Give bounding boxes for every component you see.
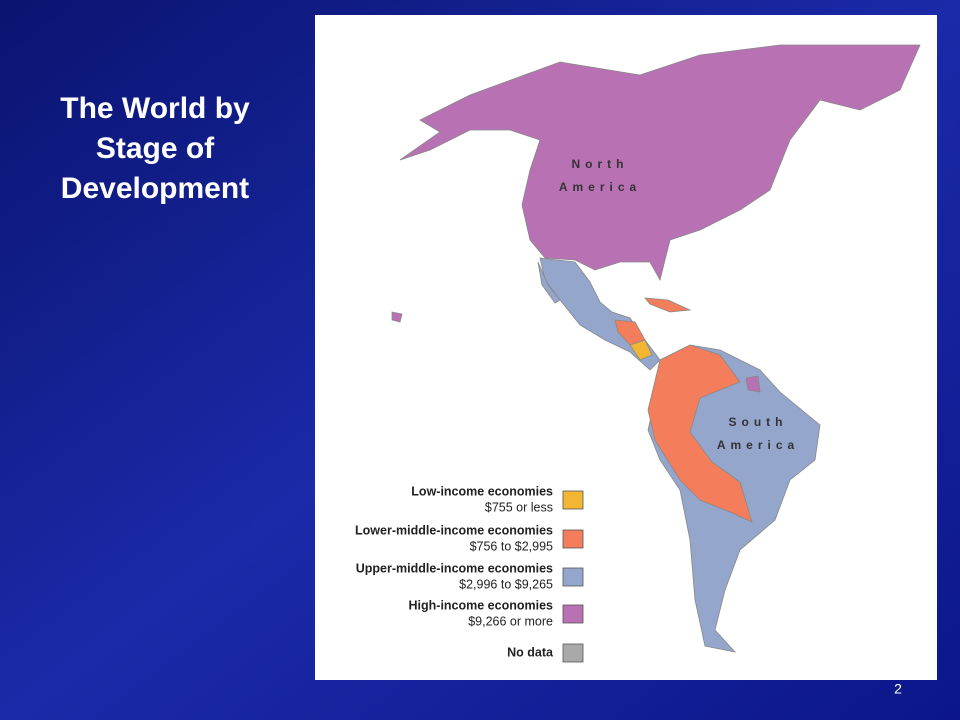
title-line: The World by xyxy=(60,92,250,125)
north-america xyxy=(399,44,921,282)
guianas xyxy=(745,375,761,393)
legend-name: No data xyxy=(507,645,554,659)
map xyxy=(391,44,921,653)
legend-swatch xyxy=(562,529,584,549)
slide-number: 2 xyxy=(894,681,902,697)
map-label: America xyxy=(717,438,799,452)
hawaii xyxy=(391,311,403,323)
legend-swatch xyxy=(562,490,584,510)
legend: Low-income economies $755 or less Lower-mi… xyxy=(355,484,584,663)
legend-range: $2,996 to $9,265 xyxy=(459,577,553,591)
legend-range: $755 or less xyxy=(485,500,553,514)
map-label: America xyxy=(559,180,641,194)
legend-range: $9,266 or more xyxy=(468,614,553,628)
legend-name: Upper-middle-income economies xyxy=(356,561,553,575)
legend-swatch xyxy=(562,604,584,624)
legend-name: Lower-middle-income economies xyxy=(355,523,553,537)
caribbean xyxy=(644,297,692,313)
legend-range: $756 to $2,995 xyxy=(470,539,553,553)
legend-name: Low-income economies xyxy=(411,484,553,498)
title: The World by Stage of Development xyxy=(60,92,250,205)
legend-name: High-income economies xyxy=(409,598,554,612)
legend-swatch xyxy=(562,567,584,587)
map-label: North xyxy=(572,157,629,171)
legend-swatch xyxy=(562,643,584,663)
title-line: Stage of xyxy=(96,132,215,165)
central-america-low xyxy=(629,339,653,361)
title-line: Development xyxy=(61,172,249,205)
baja xyxy=(537,261,561,304)
map-label: South xyxy=(729,415,788,429)
south-america-lower-middle xyxy=(647,344,753,523)
map-labels: North America South America xyxy=(559,157,799,452)
